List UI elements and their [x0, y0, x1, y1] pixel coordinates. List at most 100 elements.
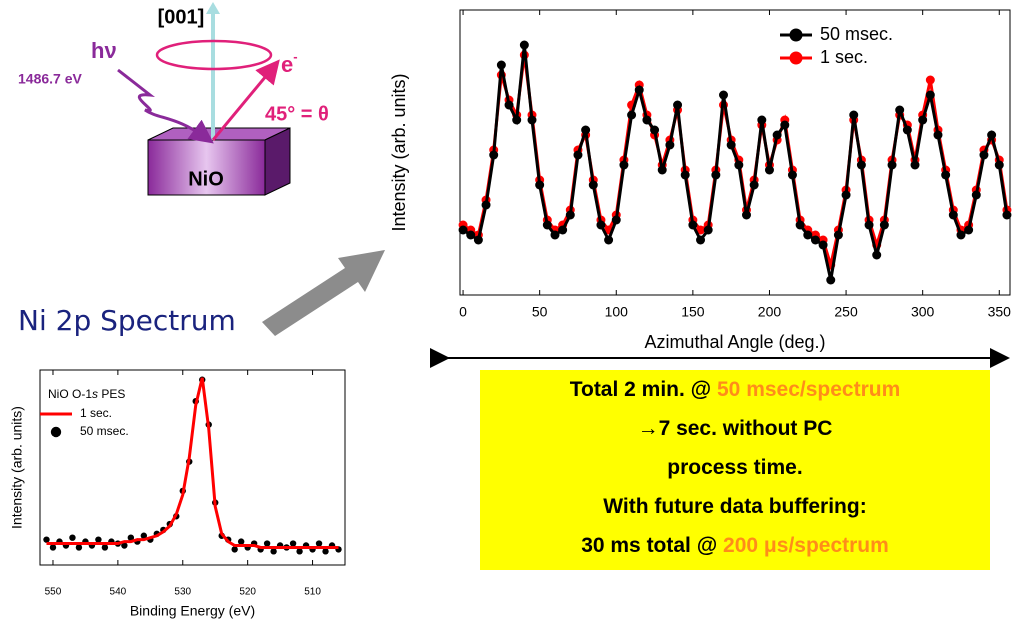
data-point	[296, 548, 303, 555]
data-point	[696, 225, 706, 235]
note-line: With future data buffering:	[603, 495, 866, 518]
data-point	[49, 544, 57, 551]
data-point	[803, 230, 813, 240]
data-point	[558, 225, 568, 235]
data-point	[872, 250, 882, 260]
diagram: NiO [001] hν 1486.7 eV e- 45° = θ	[18, 2, 329, 196]
x-tick-label: 150	[681, 304, 705, 320]
x-tick-label: 50	[532, 304, 548, 320]
data-point	[948, 210, 958, 220]
data-point	[519, 40, 529, 50]
data-point	[764, 165, 774, 175]
data-point	[627, 110, 637, 120]
note-text: process time.	[667, 456, 802, 479]
photon-wave	[117, 68, 214, 144]
data-point	[910, 160, 920, 170]
data-point	[964, 225, 974, 235]
note-text: Total 2 min. @ 50 msec/spectrum →7 sec. w…	[570, 378, 901, 557]
data-point	[795, 220, 805, 230]
sample-front	[147, 139, 266, 196]
data-point	[634, 85, 644, 95]
data-point	[987, 130, 997, 140]
caption: Ni 2p Spectrum	[18, 304, 236, 337]
legend-swatch	[789, 28, 803, 42]
data-point	[140, 532, 148, 539]
data-point	[757, 115, 767, 125]
data-point	[941, 170, 951, 180]
data-point	[680, 170, 690, 180]
data-point	[856, 160, 866, 170]
data-point	[772, 130, 782, 140]
data-point	[734, 160, 744, 170]
data-point	[887, 160, 897, 170]
data-point	[979, 150, 989, 160]
note-highlight: 200 μs/spectrum	[723, 534, 889, 557]
data-point	[918, 115, 928, 125]
legend-label: 50 msec.	[820, 24, 893, 44]
data-point	[619, 160, 629, 170]
electron-label: e-	[281, 49, 298, 76]
sample-side	[264, 127, 291, 196]
data-point	[642, 115, 652, 125]
x-tick-label: 520	[239, 587, 256, 598]
x-tick-label: 300	[911, 304, 935, 320]
direction-label: [001]	[158, 6, 205, 28]
plot-frame	[459, 9, 1011, 296]
x-tick-label: 0	[459, 304, 467, 320]
note-line: Total 2 min. @ 50 msec/spectrum	[570, 378, 901, 401]
data-point	[864, 220, 874, 230]
data-point	[841, 190, 851, 200]
note-box	[480, 370, 990, 570]
data-point	[657, 165, 667, 175]
x-tick-label: 540	[110, 587, 127, 598]
data-point	[322, 548, 329, 555]
plot-frame	[39, 369, 346, 566]
pointer-arrow	[262, 250, 385, 336]
data-point	[496, 60, 506, 70]
data-point	[826, 275, 836, 285]
data-point	[726, 140, 736, 150]
data-point	[673, 100, 683, 110]
x-axis-label: Azimuthal Angle (deg.)	[644, 332, 825, 352]
data-point	[504, 100, 514, 110]
note-line: process time.	[667, 456, 802, 479]
data-point	[787, 170, 797, 180]
legend-label: 1 sec.	[820, 47, 868, 67]
x-tick-label: 350	[988, 304, 1012, 320]
note-text: 30 ms total @	[581, 534, 723, 557]
data-point	[719, 90, 729, 100]
data-point	[473, 235, 483, 245]
series-line	[46, 377, 339, 549]
data-point	[581, 125, 591, 135]
electron-sup: -	[293, 49, 297, 64]
data-point	[810, 235, 820, 245]
electron-text: e	[281, 52, 293, 77]
data-point	[550, 230, 560, 240]
axis-head	[206, 2, 220, 14]
data-point	[95, 536, 102, 543]
data-point	[711, 170, 721, 180]
sample-label: NiO	[188, 168, 224, 190]
data-point	[665, 140, 675, 150]
legend-title-part: NiO O-1	[48, 387, 92, 401]
legend-swatch	[50, 426, 62, 438]
data-point	[127, 534, 135, 541]
data-point	[535, 180, 545, 190]
x-axis-label: Binding Energy (eV)	[130, 603, 255, 619]
data-point	[1002, 210, 1012, 220]
data-point	[780, 120, 790, 130]
data-point	[458, 225, 468, 235]
rotation-ring	[155, 39, 273, 71]
data-point	[895, 105, 905, 115]
data-point	[696, 235, 706, 245]
data-point	[315, 540, 323, 547]
energy-label: 1486.7 eV	[18, 71, 82, 87]
data-point	[933, 130, 943, 140]
data-point	[270, 548, 277, 555]
note-text: With future data buffering:	[603, 495, 866, 518]
x-tick-label: 200	[758, 304, 782, 320]
data-point	[489, 150, 499, 160]
data-point	[75, 544, 83, 551]
